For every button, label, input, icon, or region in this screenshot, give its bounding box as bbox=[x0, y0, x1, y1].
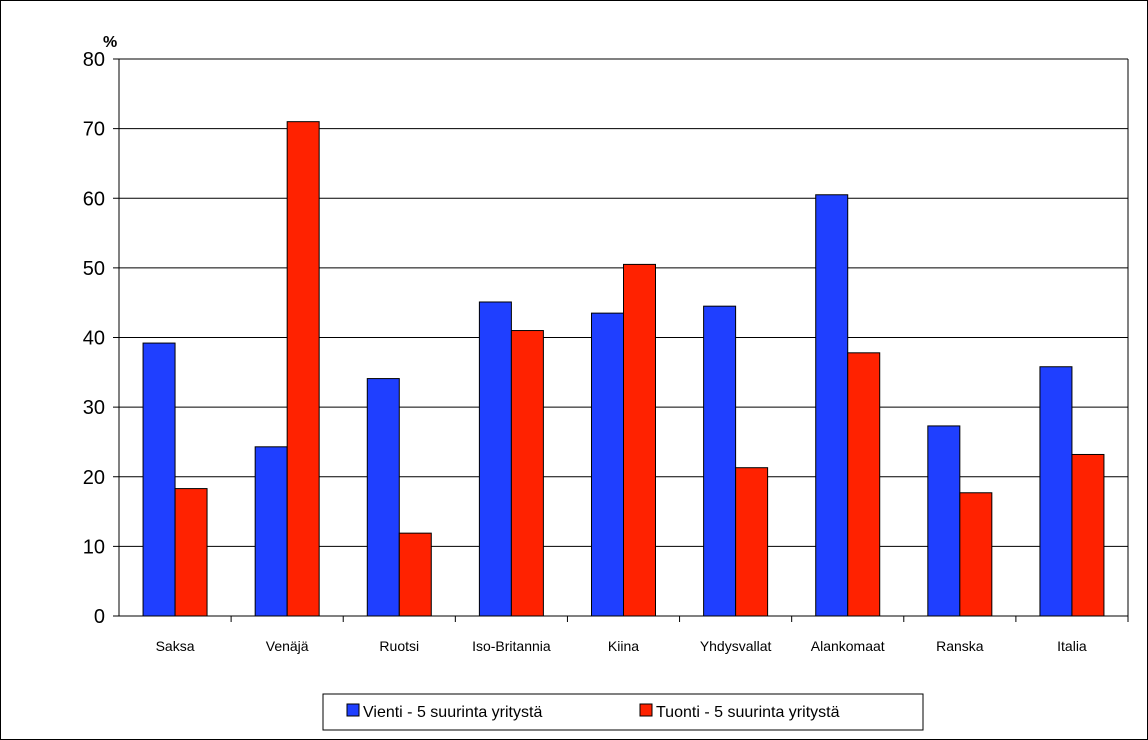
y-tick-label: 70 bbox=[83, 119, 105, 141]
bar bbox=[142, 342, 176, 617]
bar bbox=[174, 488, 208, 617]
x-tick-label: Ruotsi bbox=[379, 638, 419, 654]
legend-box bbox=[322, 693, 924, 731]
legend: Vienti - 5 suurinta yritystä Tuonti - 5 s… bbox=[322, 693, 924, 731]
bar bbox=[1039, 366, 1073, 617]
y-tick-label: 50 bbox=[83, 258, 105, 280]
x-tick-label: Alankomaat bbox=[811, 638, 885, 654]
bar bbox=[398, 532, 432, 617]
bar bbox=[959, 492, 993, 617]
bar bbox=[1071, 453, 1105, 617]
x-tick-labels: Saksa Venäjä Ruotsi Iso-Britannia Kiina Yhdys… bbox=[156, 638, 1087, 654]
legend-label: Vienti - 5 suurinta yritystä bbox=[363, 704, 542, 721]
y-tick-label: 10 bbox=[83, 536, 105, 558]
y-tick-label: 30 bbox=[83, 397, 105, 419]
bar bbox=[286, 121, 320, 617]
x-tick-label: Venäjä bbox=[266, 638, 309, 654]
x-tick-label: Italia bbox=[1057, 638, 1087, 654]
bar bbox=[510, 330, 544, 617]
x-tick-label: Iso-Britannia bbox=[472, 638, 551, 654]
bar bbox=[815, 194, 849, 617]
legend-swatch bbox=[639, 703, 653, 717]
bar bbox=[478, 301, 512, 617]
x-tick-label: Saksa bbox=[156, 638, 195, 654]
legend-label: Tuonti - 5 suurinta yritystä bbox=[656, 704, 840, 721]
axes bbox=[113, 58, 1129, 622]
y-unit-label: % bbox=[103, 34, 117, 51]
bars bbox=[142, 121, 1105, 617]
bar bbox=[735, 467, 769, 617]
bar bbox=[623, 263, 656, 617]
bar bbox=[927, 425, 961, 617]
y-tick-label: 0 bbox=[94, 606, 105, 628]
y-tick-labels: 0 10 20 30 40 50 60 70 80 bbox=[83, 49, 105, 628]
legend-swatch bbox=[346, 703, 360, 717]
y-tick-label: 20 bbox=[83, 467, 105, 489]
x-tick-label: Ranska bbox=[936, 638, 984, 654]
x-tick-label: Kiina bbox=[608, 638, 639, 654]
y-tick-label: 40 bbox=[83, 328, 105, 350]
bar bbox=[591, 312, 624, 617]
bar bbox=[254, 446, 288, 617]
bar bbox=[366, 378, 400, 617]
bar bbox=[847, 352, 881, 617]
y-tick-label: 80 bbox=[83, 49, 105, 71]
y-tick-label: 60 bbox=[83, 188, 105, 210]
bar bbox=[703, 305, 737, 617]
x-tick-label: Yhdysvallat bbox=[700, 638, 772, 654]
